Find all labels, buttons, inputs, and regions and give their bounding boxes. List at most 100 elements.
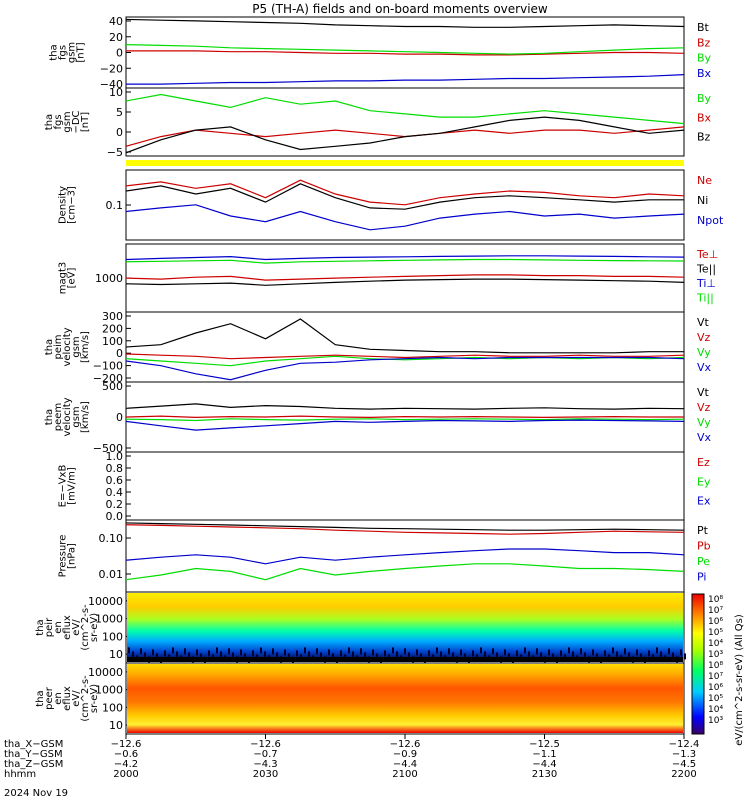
ylabel-density-0: Density <box>58 186 69 224</box>
legend-temperature-Ti||: Ti|| <box>696 292 714 305</box>
legend-fgs-gsm-Bz: Bz <box>697 36 711 49</box>
ytick-peer-0: 10000 <box>88 666 123 679</box>
ytick-efield-1: 0.8 <box>106 462 124 475</box>
ylabel-peem-velocity-0: tha <box>44 409 55 425</box>
ylabel-peim-velocity-2: velocity <box>62 327 73 366</box>
heatmap-noise-0 <box>128 647 130 654</box>
xaxis-row-label-0: tha_X−GSM <box>4 739 63 750</box>
heatmap-noise-105 <box>548 649 550 656</box>
ytick-pressure-1: 0.01 <box>99 568 124 581</box>
heatmap-noise-102 <box>536 648 538 655</box>
heatmap-noise-28 <box>240 649 242 656</box>
series-peim-velocity-Vt <box>125 318 684 354</box>
ylabel-peem-velocity-3: gsm <box>71 406 82 427</box>
colorbar <box>691 593 705 735</box>
ylabel-peem-velocity-4: [km/s] <box>80 401 91 433</box>
xaxis-value-3-4: 2200 <box>671 769 696 780</box>
ylabel-peim-velocity-3: gsm <box>71 336 82 357</box>
chart-title: P5 (TH-A) fields and on-board moments ov… <box>252 2 548 16</box>
heatmap-noise-12 <box>176 651 178 658</box>
heatmap-noise-18 <box>200 653 202 660</box>
heatmap-floor <box>127 657 683 662</box>
heatmap-noise-136 <box>672 652 674 659</box>
legend-peem-velocity-Vz: Vz <box>697 401 711 414</box>
heatmap-noise-116 <box>592 649 594 656</box>
colorbar-upper-tick-0: 10⁸ <box>708 595 723 605</box>
ylabel-fgs-gsm-dc-3: −DC <box>71 110 82 133</box>
colorbar-lower-tick-1: 10⁷ <box>708 672 723 682</box>
heatmap-noise-92 <box>496 652 498 659</box>
legend-peem-velocity-Vt: Vt <box>697 386 710 399</box>
xaxis-value-3-0: 2000 <box>113 769 138 780</box>
ylabel-fgs-gsm-dc-0: tha <box>44 114 55 130</box>
ytick-peir-1: 1000 <box>95 613 123 626</box>
ylabel-peir-1: peir <box>44 617 55 637</box>
panel-frame-efield <box>125 451 685 521</box>
heatmap-noise-1 <box>132 651 134 658</box>
heatmap-noise-117 <box>596 653 598 660</box>
ylabel-temperature-0: magt3 <box>58 262 69 295</box>
heatmap-noise-42 <box>296 650 298 657</box>
colorbar-lower-tick-5: 10³ <box>708 716 723 726</box>
ylabel-fgs-gsm-dc-4: [nT] <box>80 112 91 132</box>
heatmap-noise-3 <box>140 648 142 655</box>
legend-peim-velocity-Vz: Vz <box>697 331 711 344</box>
series-density-Ni <box>125 183 684 210</box>
heatmap-noise-39 <box>284 649 286 656</box>
heatmap-noise-22 <box>216 647 218 654</box>
panel-frame-temperature <box>125 243 685 313</box>
heatmap-noise-17 <box>196 649 198 656</box>
heatmap-noise-6 <box>152 649 154 656</box>
ytick-efield-2: 0.6 <box>106 474 124 487</box>
heatmap-noise-128 <box>640 653 642 660</box>
ytick-peim-velocity-1: 200 <box>102 322 123 335</box>
ytick-peir-3: 10 <box>109 648 123 661</box>
ytick-fgs-gsm-3: −20 <box>100 62 123 75</box>
series-peem-velocity-Vx <box>125 419 685 431</box>
series-peim-velocity-Vx <box>125 356 685 381</box>
heatmap-noise-130 <box>648 650 650 657</box>
ylabel-peir-4: eV/ <box>71 619 82 636</box>
xaxis-value-3-3: 2130 <box>532 769 557 780</box>
heatmap-noise-100 <box>528 651 530 658</box>
heatmap-noise-45 <box>308 651 310 658</box>
legend-peim-velocity-Vx: Vx <box>697 361 712 374</box>
heatmap-noise-67 <box>396 651 398 658</box>
ylabel-peim-velocity-0: tha <box>44 339 55 355</box>
ylabel-efield-1: [mV/m] <box>67 467 78 505</box>
heatmap-noise-122 <box>616 651 618 658</box>
legend-efield-Ez: Ez <box>697 456 710 469</box>
mode-bar <box>126 160 684 166</box>
legend-fgs-gsm-By: By <box>697 52 712 65</box>
ylabel-peem-velocity-2: velocity <box>62 397 73 436</box>
ylabel-fgs-gsm-1: fgs <box>58 45 69 60</box>
heatmap-noise-108 <box>560 650 562 657</box>
xaxis-value-1-3: −1.1 <box>532 749 556 760</box>
heatmap-noise-26 <box>232 652 234 659</box>
xaxis-value-1-2: −0.9 <box>393 749 417 760</box>
ytick-peem-velocity-1: 0 <box>116 411 123 424</box>
series-fgs-gsm-Bt <box>125 18 685 28</box>
heatmap-noise-132 <box>656 647 658 654</box>
heatmap-noise-110 <box>568 647 570 654</box>
legend-temperature-Ti⊥: Ti⊥ <box>696 277 716 290</box>
series-pressure-Pb <box>125 524 685 535</box>
legend-fgs-gsm-Bt: Bt <box>697 21 710 34</box>
heatmap-noise-106 <box>552 653 554 660</box>
ylabel-fgs-gsm-dc-1: fgs <box>53 114 64 129</box>
ylabel-density-1: [cm−3] <box>67 186 78 224</box>
ytick-peim-velocity-4: −100 <box>93 360 123 373</box>
ytick-peim-velocity-2: 100 <box>102 335 123 348</box>
heatmap-noise-61 <box>372 649 374 656</box>
heatmap-noise-11 <box>172 647 174 654</box>
series-pressure-Pe <box>125 563 685 581</box>
legend-fgs-gsm-dc-By: By <box>697 92 712 105</box>
xaxis-row-label-2: tha_Z−GSM <box>4 759 63 770</box>
ylabel-fgs-gsm-dc-2: gsm <box>62 111 73 132</box>
ytick-peir-2: 100 <box>102 630 123 643</box>
legend-peem-velocity-Vy: Vy <box>697 416 711 429</box>
xaxis-value-3-2: 2100 <box>392 769 417 780</box>
series-density-Ne <box>125 179 685 206</box>
